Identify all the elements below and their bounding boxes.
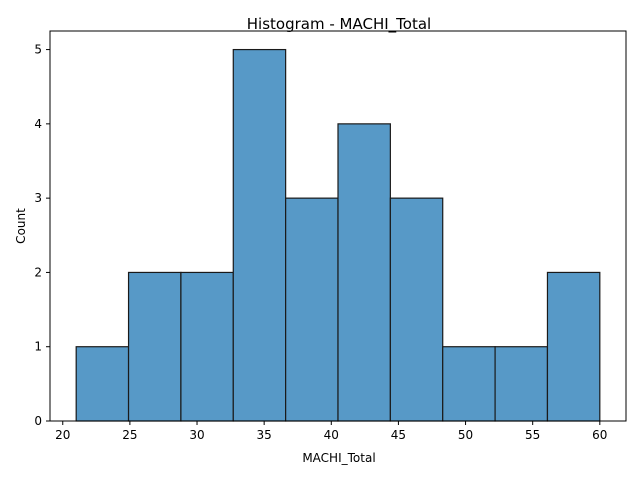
x-tick-label: 60 [592, 428, 607, 442]
y-tick-label: 0 [34, 414, 42, 428]
x-tick-label: 25 [122, 428, 137, 442]
y-axis-label: Count [14, 208, 28, 244]
bars-group [75, 48, 601, 422]
plot-frame [49, 30, 627, 422]
histogram-bar [389, 197, 444, 422]
x-tick-label: 35 [257, 428, 272, 442]
x-tick-label: 30 [189, 428, 204, 442]
x-tick-label: 40 [324, 428, 339, 442]
histogram-bar [442, 346, 496, 422]
histogram-bar [285, 197, 339, 422]
y-axis-ticks: 0 1 2 3 4 5 [34, 43, 50, 428]
chart-title: Histogram - MACHI_Total [247, 15, 431, 34]
histogram-bar [75, 346, 130, 422]
x-tick-label: 20 [55, 428, 70, 442]
y-tick-label: 2 [34, 265, 42, 279]
x-tick-label: 55 [525, 428, 540, 442]
histogram-bar [494, 346, 549, 422]
x-tick-label: 50 [458, 428, 473, 442]
histogram-bar [232, 48, 287, 422]
x-tick-label: 45 [391, 428, 406, 442]
histogram-bar [127, 271, 182, 422]
histogram-bar [180, 271, 234, 422]
y-tick-label: 1 [34, 340, 42, 354]
y-tick-label: 3 [34, 191, 42, 205]
y-tick-label: 4 [34, 117, 42, 131]
x-axis-ticks: 20 25 30 35 40 45 50 55 60 [55, 421, 607, 442]
y-tick-label: 5 [34, 43, 42, 57]
histogram-bar [337, 123, 391, 422]
x-axis-label: MACHI_Total [302, 451, 375, 465]
histogram-bar [546, 271, 601, 422]
